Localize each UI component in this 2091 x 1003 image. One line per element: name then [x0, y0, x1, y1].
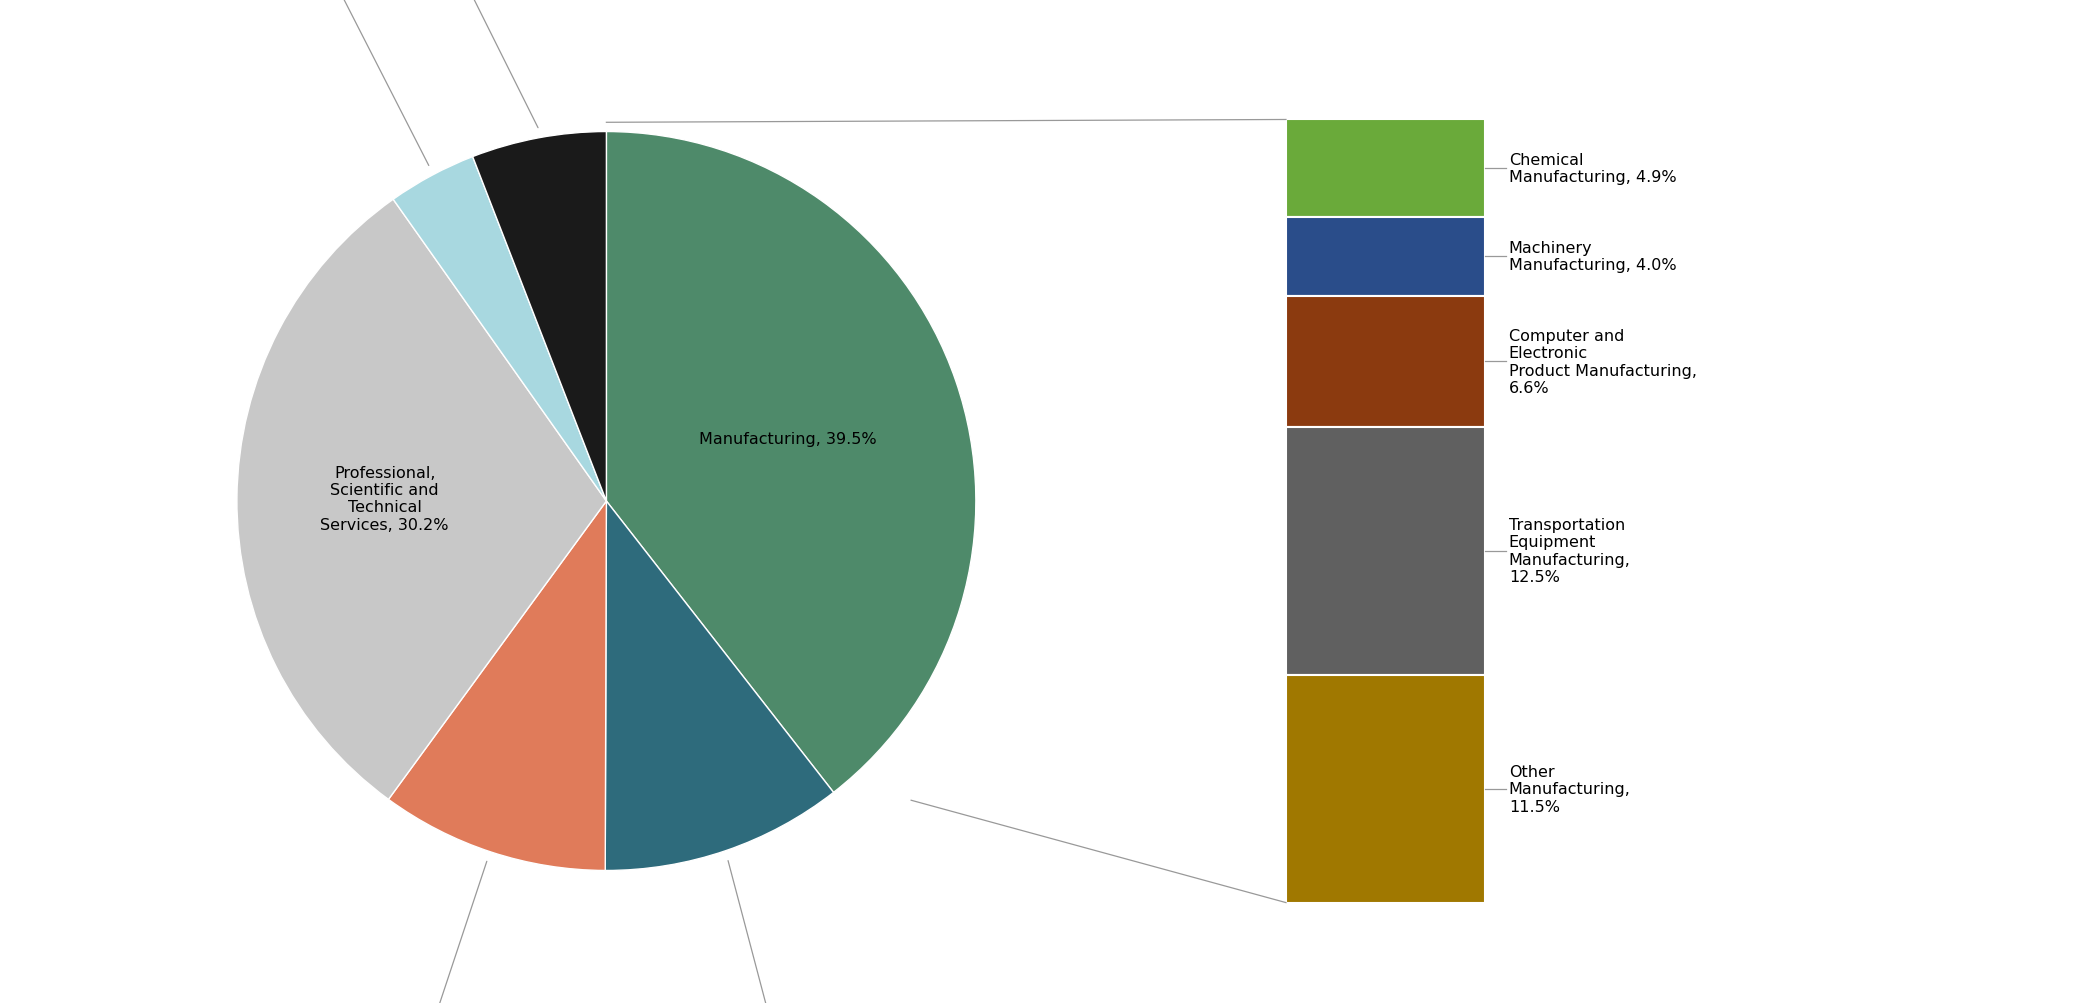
Wedge shape [606, 132, 976, 792]
Text: Mining, Oil and Gas, 3.9%: Mining, Oil and Gas, 3.9% [217, 0, 429, 166]
Text: Chemical
Manufacturing, 4.9%: Chemical Manufacturing, 4.9% [1510, 152, 1677, 186]
Wedge shape [236, 200, 606, 799]
Wedge shape [604, 502, 834, 871]
Text: Professional,
Scientific and
Technical
Services, 30.2%: Professional, Scientific and Technical S… [320, 465, 450, 533]
Wedge shape [473, 132, 606, 502]
Text: All Others, 5.9%: All Others, 5.9% [374, 0, 537, 128]
Wedge shape [393, 157, 606, 502]
Bar [1286, 218, 1485, 297]
Bar [1286, 427, 1485, 675]
Text: Machinery
Manufacturing, 4.0%: Machinery Manufacturing, 4.0% [1510, 241, 1677, 273]
Text: Computer and
Electronic
Product Manufacturing,
6.6%: Computer and Electronic Product Manufact… [1510, 328, 1698, 395]
Bar [1286, 120, 1485, 218]
Wedge shape [389, 502, 606, 871]
Bar [1286, 297, 1485, 427]
Text: Transportation,
Warehousing,
Wholesale and Retail
Trade, 10.0%: Transportation, Warehousing, Wholesale a… [341, 862, 510, 1003]
Text: Other
Manufacturing,
11.5%: Other Manufacturing, 11.5% [1510, 764, 1631, 813]
Text: Transportation
Equipment
Manufacturing,
12.5%: Transportation Equipment Manufacturing, … [1510, 518, 1631, 585]
Bar [1286, 675, 1485, 903]
Text: Manufacturing, 39.5%: Manufacturing, 39.5% [698, 432, 876, 446]
Text: Information and Cultural
Industries, 10.6%: Information and Cultural Industries, 10.… [692, 861, 889, 1003]
